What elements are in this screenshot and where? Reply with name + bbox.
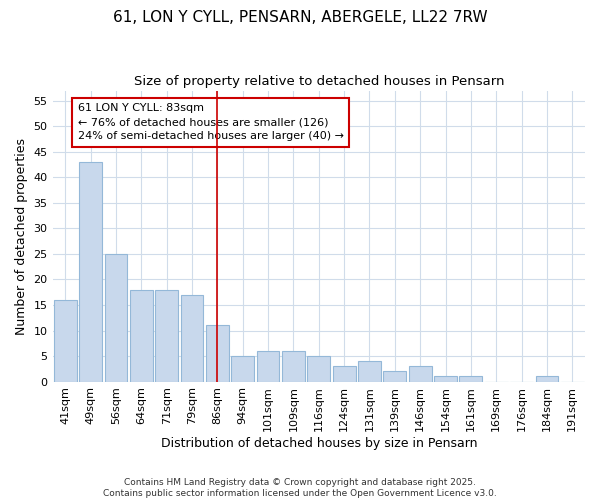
Bar — [460, 376, 482, 382]
Title: Size of property relative to detached houses in Pensarn: Size of property relative to detached ho… — [134, 75, 504, 88]
Bar — [536, 376, 559, 382]
Bar — [231, 356, 254, 382]
Bar — [333, 366, 356, 382]
Bar — [54, 300, 77, 382]
Bar — [257, 351, 280, 382]
Bar — [79, 162, 102, 382]
Bar — [383, 372, 406, 382]
Text: 61, LON Y CYLL, PENSARN, ABERGELE, LL22 7RW: 61, LON Y CYLL, PENSARN, ABERGELE, LL22 … — [113, 10, 487, 25]
Bar — [434, 376, 457, 382]
Bar — [358, 361, 381, 382]
Text: Contains HM Land Registry data © Crown copyright and database right 2025.
Contai: Contains HM Land Registry data © Crown c… — [103, 478, 497, 498]
X-axis label: Distribution of detached houses by size in Pensarn: Distribution of detached houses by size … — [161, 437, 477, 450]
Bar — [307, 356, 330, 382]
Bar — [409, 366, 431, 382]
Bar — [155, 290, 178, 382]
Text: 61 LON Y CYLL: 83sqm
← 76% of detached houses are smaller (126)
24% of semi-deta: 61 LON Y CYLL: 83sqm ← 76% of detached h… — [78, 104, 344, 142]
Y-axis label: Number of detached properties: Number of detached properties — [15, 138, 28, 334]
Bar — [206, 326, 229, 382]
Bar — [104, 254, 127, 382]
Bar — [282, 351, 305, 382]
Bar — [130, 290, 152, 382]
Bar — [181, 295, 203, 382]
